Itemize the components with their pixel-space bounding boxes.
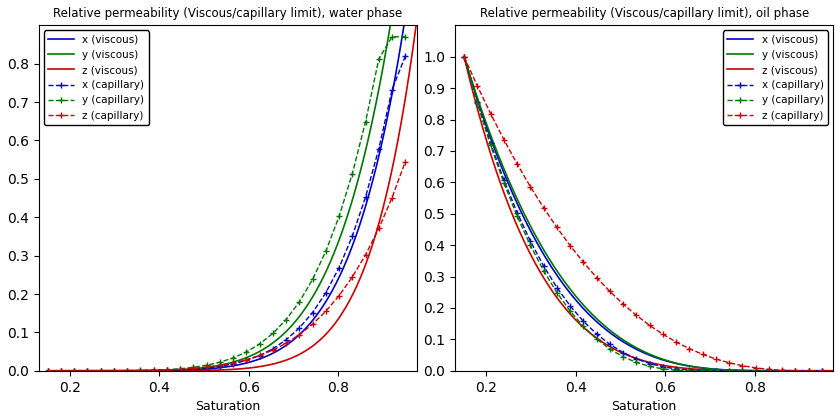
Legend: x (viscous), y (viscous), z (viscous), x (capillary), y (capillary), z (capillar: x (viscous), y (viscous), z (viscous), x… [44,31,149,125]
X-axis label: Saturation: Saturation [612,400,677,413]
Title: Relative permeability (Viscous/capillary limit), oil phase: Relative permeability (Viscous/capillary… [480,7,809,20]
Legend: x (viscous), y (viscous), z (viscous), x (capillary), y (capillary), z (capillar: x (viscous), y (viscous), z (viscous), x… [723,31,828,125]
X-axis label: Saturation: Saturation [195,400,260,413]
Title: Relative permeability (Viscous/capillary limit), water phase: Relative permeability (Viscous/capillary… [53,7,402,20]
